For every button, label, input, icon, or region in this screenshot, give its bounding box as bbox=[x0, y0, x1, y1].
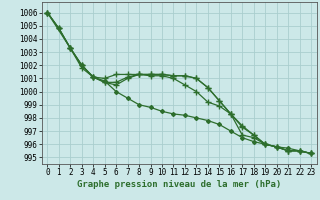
X-axis label: Graphe pression niveau de la mer (hPa): Graphe pression niveau de la mer (hPa) bbox=[77, 180, 281, 189]
